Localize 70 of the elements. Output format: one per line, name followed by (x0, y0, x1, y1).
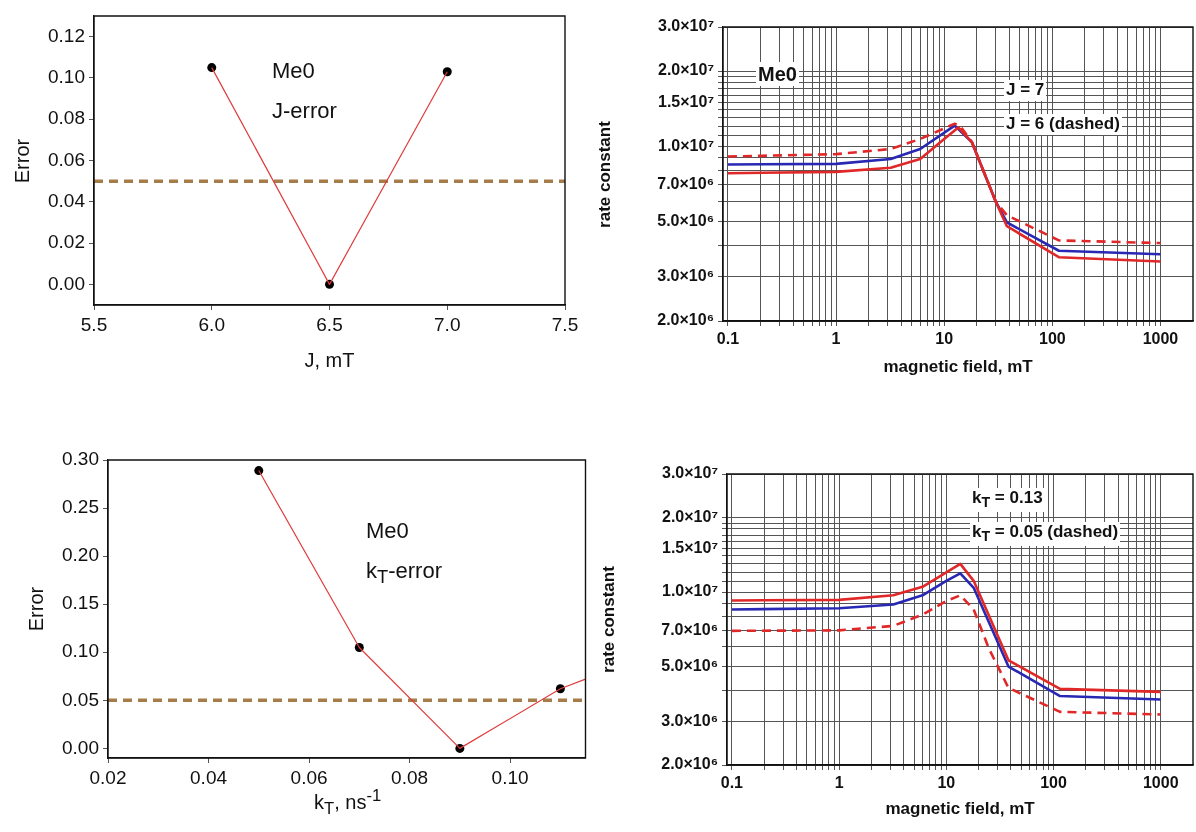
y-tick-label: 0.15 (62, 592, 99, 614)
annotation: J-error (270, 98, 339, 125)
y-tick-label: 0.00 (48, 272, 85, 294)
x-tick-label: 5.5 (80, 313, 108, 335)
y-tick-label: 1.0×10⁷ (658, 136, 714, 154)
annotation: k$_{T}$-error (364, 558, 444, 589)
annotation: k$_{T}$ = 0.13 (970, 488, 1045, 512)
y-tick-label: 0.30 (62, 448, 99, 470)
x-tick-label: 0.04 (190, 766, 228, 788)
x-tick-label: 6.0 (198, 313, 225, 335)
y-tick-label: 5.0×10⁶ (657, 211, 714, 229)
y-tick-label: 0.10 (62, 640, 99, 662)
y-tick-label: 0.20 (62, 544, 99, 566)
x-axis-title: J, mT (304, 349, 355, 371)
x-tick-label: 1 (831, 330, 841, 348)
y-tick-label: 2.0×10⁶ (657, 311, 714, 329)
point (442, 67, 452, 77)
x-tick-label: 6.5 (316, 313, 343, 335)
annotation: J = 7 (1004, 80, 1047, 101)
x-tick-label: 10 (937, 774, 956, 792)
y-tick-label: 3.0×10⁷ (662, 464, 718, 482)
y-tick-label: 0.05 (62, 688, 99, 710)
annotation: J = 6 (dashed) (1004, 114, 1122, 135)
y-tick-label: 1.0×10⁷ (662, 582, 718, 600)
annotation: Me0 (756, 62, 799, 86)
x-tick-label: 0.06 (290, 766, 328, 788)
y-tick-label: 0.10 (48, 66, 85, 88)
x-tick-label: 1000 (1142, 774, 1179, 792)
y-tick-label: 1.5×10⁷ (662, 538, 718, 556)
y-tick-label: 0.02 (48, 231, 85, 253)
x-tick-label: 0.08 (391, 766, 429, 788)
x-tick-label: 1 (834, 774, 844, 792)
y-tick-label: 0.12 (48, 24, 85, 46)
x-tick-label: 0.02 (89, 766, 127, 788)
x-tick-label: 7.5 (551, 313, 579, 335)
x-tick-label: 0.10 (491, 766, 529, 788)
x-tick-label: 1000 (1142, 330, 1179, 348)
x-tick-label: 100 (1040, 774, 1067, 792)
annotation: Me0 (270, 58, 317, 85)
y-tick-label: 0.08 (48, 107, 85, 129)
y-tick-label: 3.0×10⁶ (657, 267, 714, 285)
y-tick-label: 0.25 (62, 496, 99, 518)
annotation: Me0 (364, 518, 411, 545)
x-tick-label: 7.0 (434, 313, 461, 335)
y-tick-label: 7.0×10⁶ (661, 620, 718, 638)
y-tick-label: 2.0×10⁷ (662, 507, 718, 525)
x-axis-title: magnetic field, mT (885, 798, 1035, 818)
x-axis-title: magnetic field, mT (883, 356, 1033, 376)
x-tick-label: 100 (1038, 330, 1066, 348)
y-tick-label: 7.0×10⁶ (657, 175, 714, 193)
y-axis-title: rate constant (598, 566, 618, 673)
y-tick-label: 2.0×10⁷ (658, 61, 714, 79)
y-tick-label: 1.5×10⁷ (658, 92, 714, 110)
annotation: k$_{T}$ = 0.05 (dashed) (970, 522, 1121, 546)
point (254, 466, 264, 476)
y-tick-label: 3.0×10⁷ (658, 17, 714, 35)
x-tick-label: 0.1 (716, 330, 740, 348)
x-tick-label: 10 (935, 330, 954, 348)
y-tick-label: 0.04 (48, 190, 86, 212)
y-tick-label: 2.0×10⁶ (661, 755, 718, 773)
x-axis-title: k$_{T}$, ns$^{-1}$ (314, 785, 382, 818)
y-tick-label: 0.00 (62, 736, 99, 758)
y-tick-label: 5.0×10⁶ (661, 656, 718, 674)
y-tick-label: 0.06 (48, 148, 85, 170)
y-axis-title: rate constant (594, 120, 614, 228)
x-tick-label: 0.1 (720, 774, 744, 792)
point (207, 63, 217, 73)
y-axis-title: Error (25, 586, 48, 632)
y-axis-title: Error (11, 138, 34, 183)
y-tick-label: 3.0×10⁶ (661, 711, 718, 729)
